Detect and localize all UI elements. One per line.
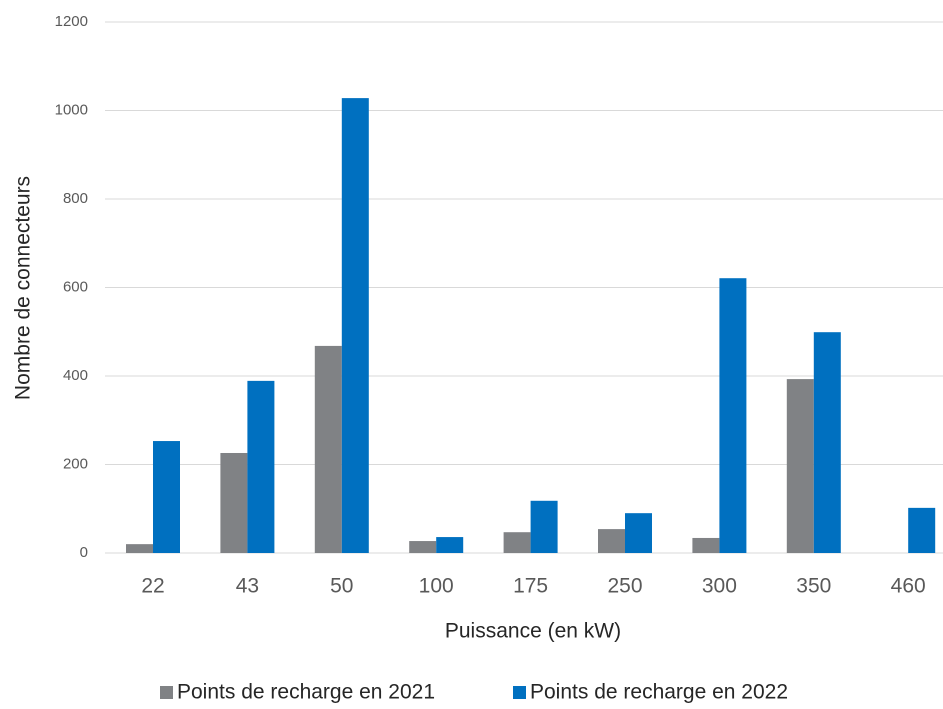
bar bbox=[503, 532, 531, 553]
bar bbox=[436, 537, 464, 553]
bar bbox=[692, 537, 720, 553]
y-tick-label: 1200 bbox=[55, 13, 88, 30]
legend-swatch bbox=[160, 686, 173, 699]
y-tick-label: 600 bbox=[63, 278, 88, 295]
x-tick-label: 350 bbox=[796, 575, 831, 598]
x-tick-label: 460 bbox=[891, 575, 926, 598]
bar bbox=[341, 98, 369, 554]
y-tick-label: 1000 bbox=[55, 101, 88, 118]
x-axis-title: Puissance (en kW) bbox=[445, 620, 621, 643]
y-tick-label: 800 bbox=[63, 190, 88, 207]
bar bbox=[625, 513, 652, 553]
bar bbox=[530, 500, 558, 553]
bar bbox=[598, 529, 625, 553]
bar bbox=[908, 507, 936, 553]
bar bbox=[126, 544, 153, 553]
bar bbox=[409, 541, 437, 553]
y-tick-label: 0 bbox=[80, 544, 88, 561]
x-tick-label: 100 bbox=[419, 575, 454, 598]
y-axis-title: Nombre de connecteurs bbox=[12, 176, 35, 400]
x-tick-label: 250 bbox=[607, 575, 642, 598]
bar bbox=[314, 345, 342, 553]
x-tick-label: 175 bbox=[513, 575, 548, 598]
bar bbox=[153, 441, 180, 553]
x-tick-label: 50 bbox=[330, 575, 353, 598]
bar bbox=[786, 379, 814, 553]
bar bbox=[813, 332, 841, 553]
legend-swatch bbox=[513, 686, 526, 699]
x-tick-label: 43 bbox=[236, 575, 259, 598]
x-tick-label: 300 bbox=[702, 575, 737, 598]
bar bbox=[719, 278, 747, 553]
bar bbox=[220, 452, 248, 553]
bar bbox=[247, 380, 275, 553]
y-tick-label: 200 bbox=[63, 455, 88, 472]
legend-label: Points de recharge en 2022 bbox=[530, 681, 788, 704]
legend-label: Points de recharge en 2021 bbox=[177, 681, 435, 704]
x-tick-label: 22 bbox=[141, 575, 164, 598]
y-tick-label: 400 bbox=[63, 367, 88, 384]
